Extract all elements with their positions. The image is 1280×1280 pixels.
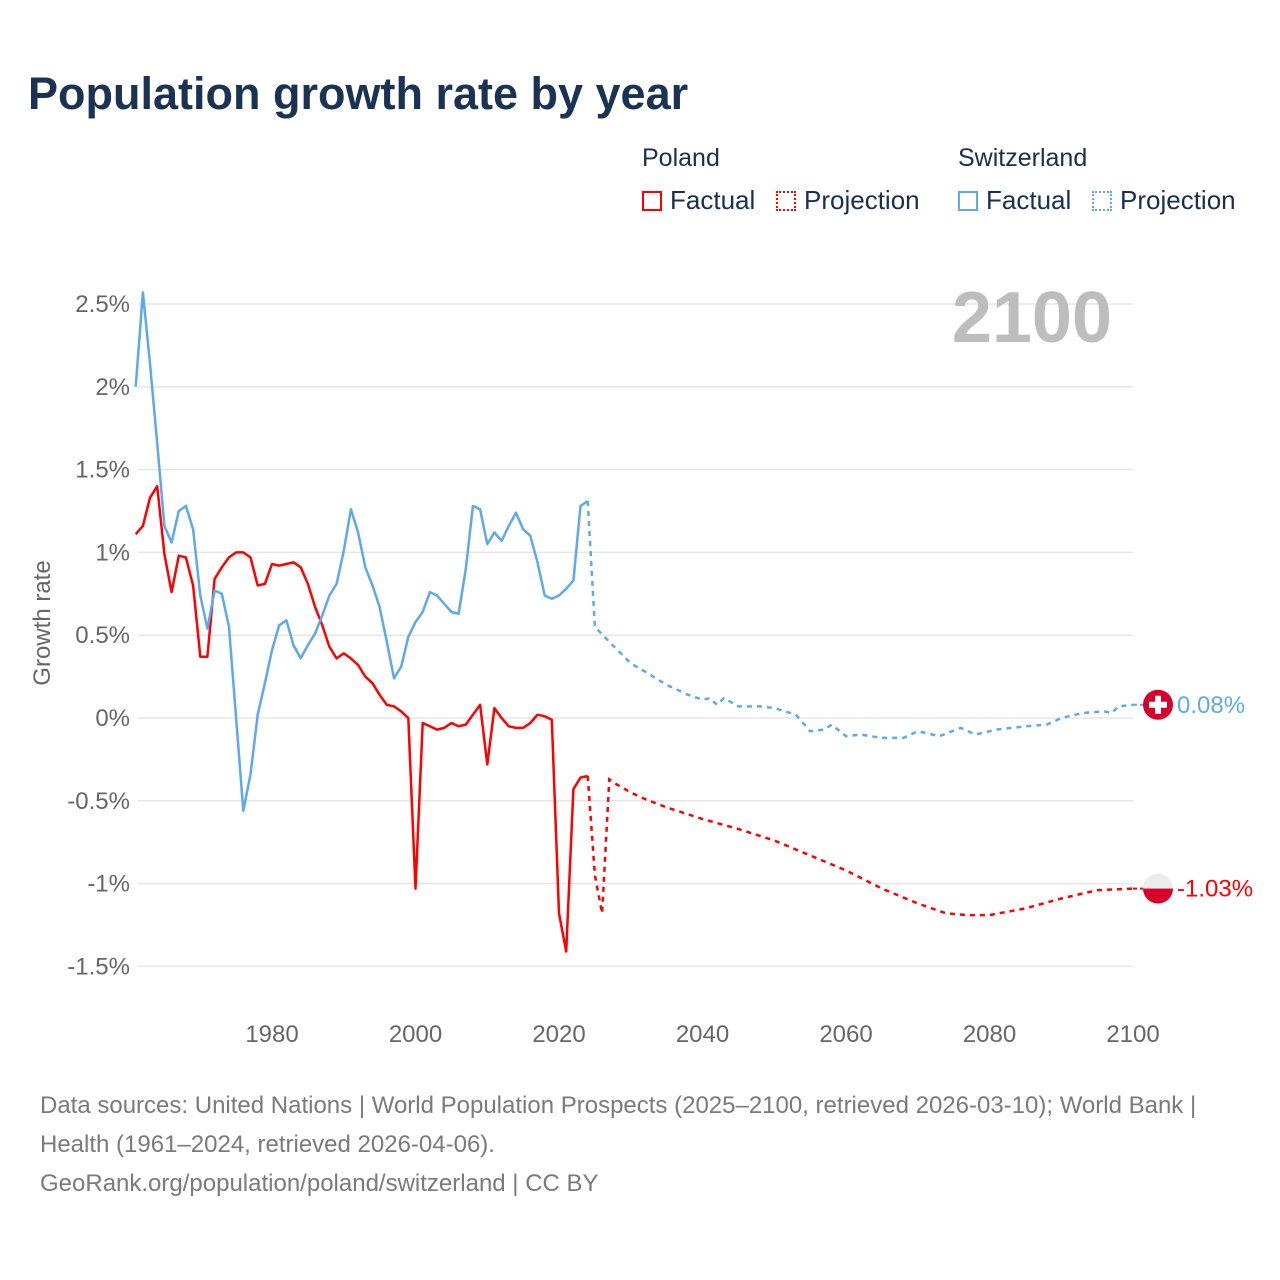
legend-label: Factual	[986, 185, 1072, 215]
y-tick-label: 2%	[95, 374, 130, 401]
y-tick-label: 0.5%	[75, 622, 130, 649]
x-tick-label: 2100	[1106, 1021, 1159, 1048]
y-tick-label: -1%	[87, 871, 130, 898]
x-tick-label: 2020	[532, 1021, 585, 1048]
x-tick-label: 1980	[245, 1021, 298, 1048]
legend-switzerland-projection[interactable]: Projection	[1092, 185, 1236, 216]
year-watermark: 2100	[952, 278, 1112, 358]
y-tick-label: 1.5%	[75, 457, 130, 484]
y-tick-label: 0%	[95, 705, 130, 732]
legend-country-poland: Poland	[642, 144, 720, 172]
legend-label: Projection	[1120, 185, 1236, 215]
footer-link[interactable]: GeoRank.org/population/poland/switzerlan…	[40, 1170, 599, 1197]
x-tick-label: 2040	[676, 1021, 729, 1048]
y-tick-label: 1%	[95, 539, 130, 566]
y-axis-label: Growth rate	[29, 560, 56, 685]
footer-sources: Data sources: United Nations | World Pop…	[40, 1092, 1197, 1158]
x-tick-label: 2060	[819, 1021, 872, 1048]
x-tick-label: 2000	[389, 1021, 442, 1048]
legend-swatch-solid	[958, 190, 978, 211]
poland-flag-icon	[1143, 873, 1173, 904]
y-tick-label: -0.5%	[67, 788, 130, 815]
x-tick-label: 2080	[963, 1021, 1016, 1048]
poland-factual-line	[134, 484, 588, 953]
legend-swatch-dotted	[776, 190, 796, 211]
legend-label: Factual	[670, 185, 756, 215]
legend-poland-projection[interactable]: Projection	[776, 185, 920, 216]
legend-country-switzerland: Switzerland	[958, 144, 1088, 172]
switzerland-factual-line	[134, 291, 589, 812]
poland-end-value-label: -1.03%	[1177, 876, 1253, 903]
y-tick-label: 2.5%	[75, 291, 130, 318]
legend-poland-factual[interactable]: Factual	[642, 185, 755, 216]
poland-projection-line	[586, 775, 1134, 917]
switzerland-projection-line	[586, 501, 1134, 740]
legend-label: Projection	[804, 185, 920, 215]
chart-plot: 2.5% 2% 1.5% 1% 0.5% 0% -0.5% -1% -1.5% 1980 2000 2…	[29, 278, 1253, 1048]
switzerland-end-value-label: 0.08%	[1177, 692, 1245, 719]
chart-title: Population growth rate by year	[28, 68, 689, 119]
legend-swatch-solid	[642, 190, 662, 211]
switzerland-flag-icon	[1143, 689, 1173, 720]
legend-swatch-dotted	[1092, 190, 1112, 211]
legend-switzerland-factual[interactable]: Factual	[958, 185, 1071, 216]
y-tick-label: -1.5%	[67, 953, 130, 980]
